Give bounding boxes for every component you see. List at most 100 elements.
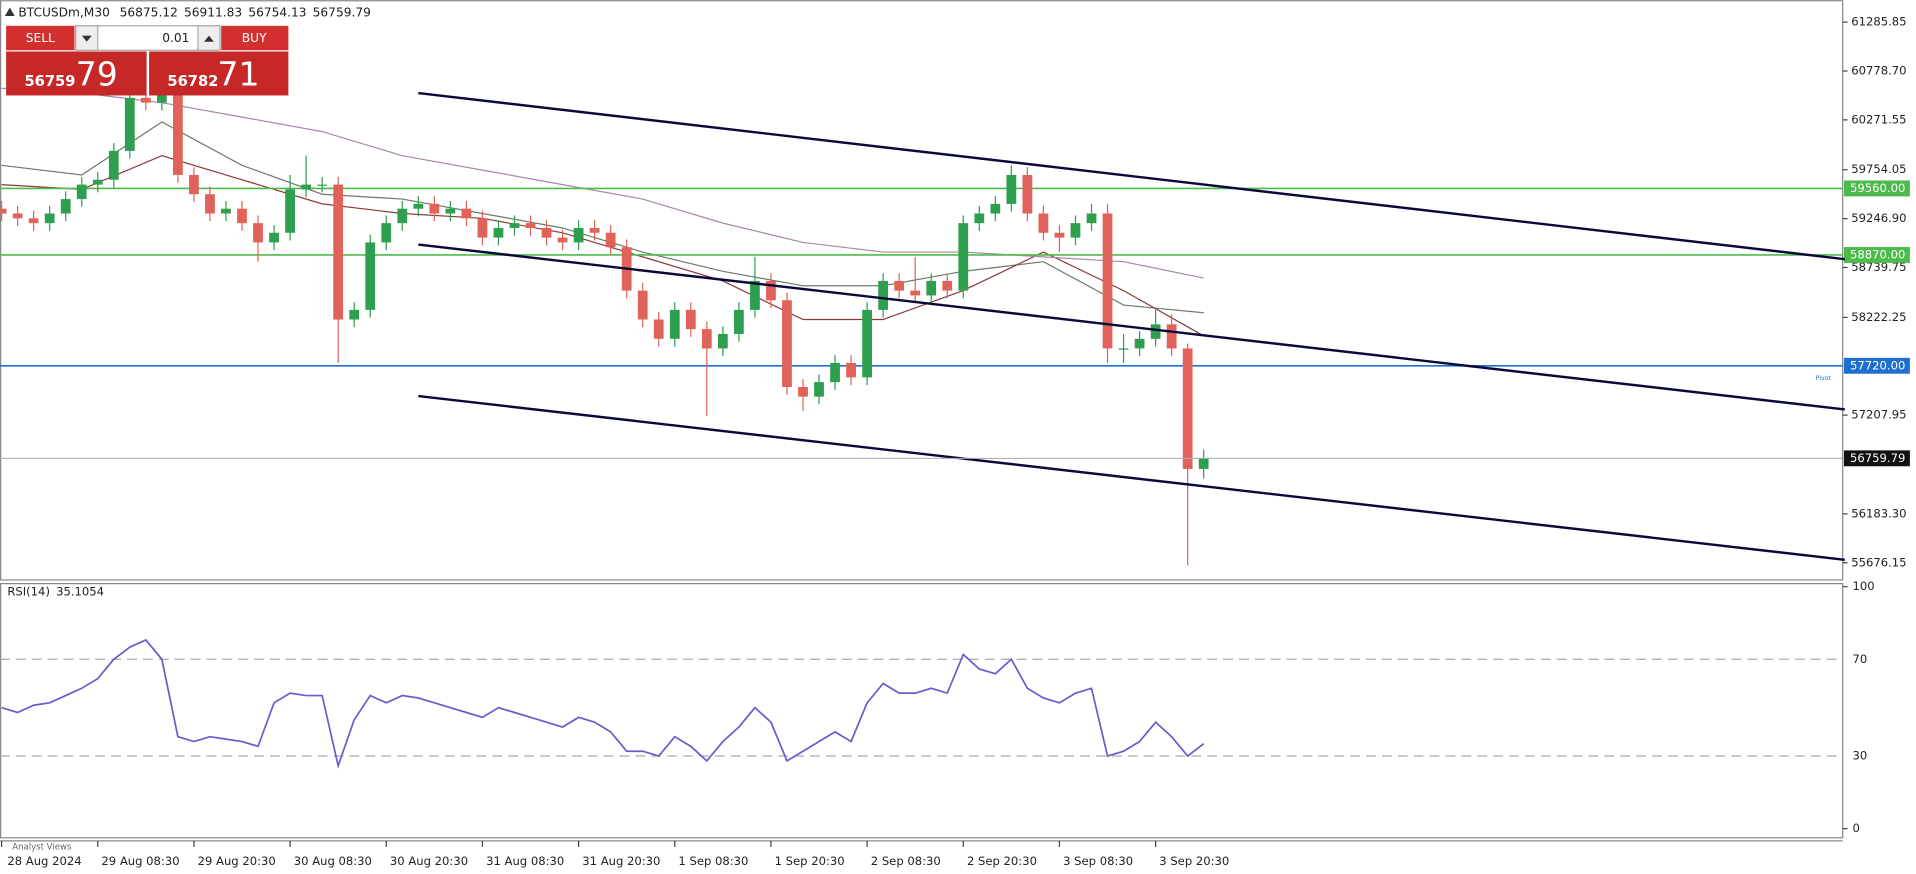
x-tick-label: 1 Sep 08:30 (678, 854, 748, 868)
ask-box[interactable] (149, 51, 289, 96)
close: 56759.79 (313, 5, 371, 19)
candle-body (1038, 213, 1049, 233)
candle-body (189, 174, 199, 195)
lot-value: 0.01 (162, 31, 189, 45)
analyst-views[interactable]: Analyst Views (12, 842, 72, 852)
candle-body (573, 227, 584, 243)
sell-button[interactable] (6, 25, 75, 51)
level-label: 57720.00 (1850, 358, 1905, 372)
candle-body (1022, 174, 1033, 214)
rsi-title: RSI(14) 35.1054 (7, 584, 104, 598)
header: BTCUSDm,M30 56875.12 56911.83 56754.13 56759… (18, 5, 371, 19)
candle-body (605, 232, 616, 248)
y-tick-label: 58739.75 (1851, 260, 1906, 274)
bid-small: 79 (76, 54, 118, 93)
candle-body (317, 184, 328, 186)
candle-body (1006, 174, 1017, 204)
candle-body (814, 382, 824, 397)
candle-body (878, 280, 889, 310)
ask-big: 56782 (167, 73, 218, 90)
x-tick-label: 30 Aug 20:30 (390, 854, 468, 868)
candle-body (108, 150, 119, 180)
x-tick-label: 3 Sep 08:30 (1063, 854, 1133, 868)
y-tick-label: 55676.15 (1851, 555, 1906, 569)
lot-input[interactable] (75, 25, 221, 51)
candle-body (285, 189, 295, 233)
candle-body (477, 218, 488, 238)
x-tick-label: 30 Aug 08:30 (294, 854, 372, 868)
candle-body (445, 208, 456, 214)
candle-body (798, 386, 808, 397)
candle-body (846, 362, 856, 378)
rsi-value: 35.1054 (56, 584, 104, 598)
candle-body (830, 362, 840, 383)
main-frame (0, 0, 1844, 581)
trendline (418, 243, 1845, 411)
candle-body (766, 280, 776, 301)
candle-body (28, 218, 39, 224)
y-tick-label: 57207.95 (1851, 408, 1906, 422)
candle-body (557, 237, 568, 243)
candle-body (301, 184, 312, 190)
candle-body (1182, 348, 1193, 469)
trendline (418, 394, 1845, 562)
x-tick-label: 3 Sep 20:30 (1159, 854, 1229, 868)
ask-small: 71 (218, 54, 260, 93)
symbol: BTCUSDm,M30 (18, 5, 110, 19)
y-tick-label: 58222.25 (1851, 310, 1906, 324)
candle-body (1198, 458, 1209, 469)
candle-body (237, 208, 247, 224)
candle-body (894, 280, 905, 291)
level-label: 59560.00 (1850, 181, 1905, 195)
candle-body (349, 309, 360, 320)
candle-body (140, 97, 151, 103)
y-tick-label: 30 (1852, 749, 1867, 763)
candle-body (365, 242, 376, 310)
y-tick-label: 60778.70 (1851, 63, 1906, 77)
candle-body (942, 280, 953, 291)
rsi-line (1, 638, 1205, 769)
candle-body (782, 300, 792, 387)
candle-body (12, 213, 23, 219)
candle-body (92, 179, 103, 185)
y-tick-label: 60271.55 (1851, 112, 1906, 126)
candle-body (910, 290, 921, 296)
buy-label: BUY (242, 31, 267, 45)
rsi-frame (0, 583, 1844, 839)
open: 56875.12 (120, 5, 178, 19)
rsi-name: RSI(14) (7, 584, 50, 598)
candle-body (1134, 338, 1145, 349)
up-arrow (204, 35, 214, 42)
candle-body (717, 333, 728, 349)
candle-body (589, 227, 600, 233)
candle-body (493, 227, 504, 238)
candle-body (1118, 348, 1129, 350)
collapse-icon[interactable] (4, 7, 15, 17)
bid-box[interactable] (6, 51, 147, 96)
candle-body (862, 309, 872, 378)
candle-body (124, 97, 135, 151)
candle-body (750, 280, 760, 310)
candle-body (701, 329, 712, 349)
y-tick-label: 100 (1852, 579, 1874, 593)
candle-body (60, 199, 71, 214)
y-tick-label: 0 (1852, 821, 1859, 835)
level-tag (1843, 180, 1910, 197)
bid-big: 56759 (24, 73, 75, 90)
moving-average (1, 155, 1204, 337)
high: 56911.83 (184, 5, 242, 19)
candle-body (685, 309, 696, 330)
candle-body (333, 184, 344, 320)
x-tick-label: 1 Sep 20:30 (775, 854, 845, 868)
candle-body (253, 223, 263, 243)
buy-button[interactable] (221, 25, 289, 51)
candle-body (429, 203, 440, 214)
level-tag (1843, 247, 1910, 263)
x-tick-label: 2 Sep 08:30 (871, 854, 941, 868)
candle-body (0, 208, 7, 214)
candle-body (381, 223, 392, 243)
candle-body (1054, 232, 1065, 238)
